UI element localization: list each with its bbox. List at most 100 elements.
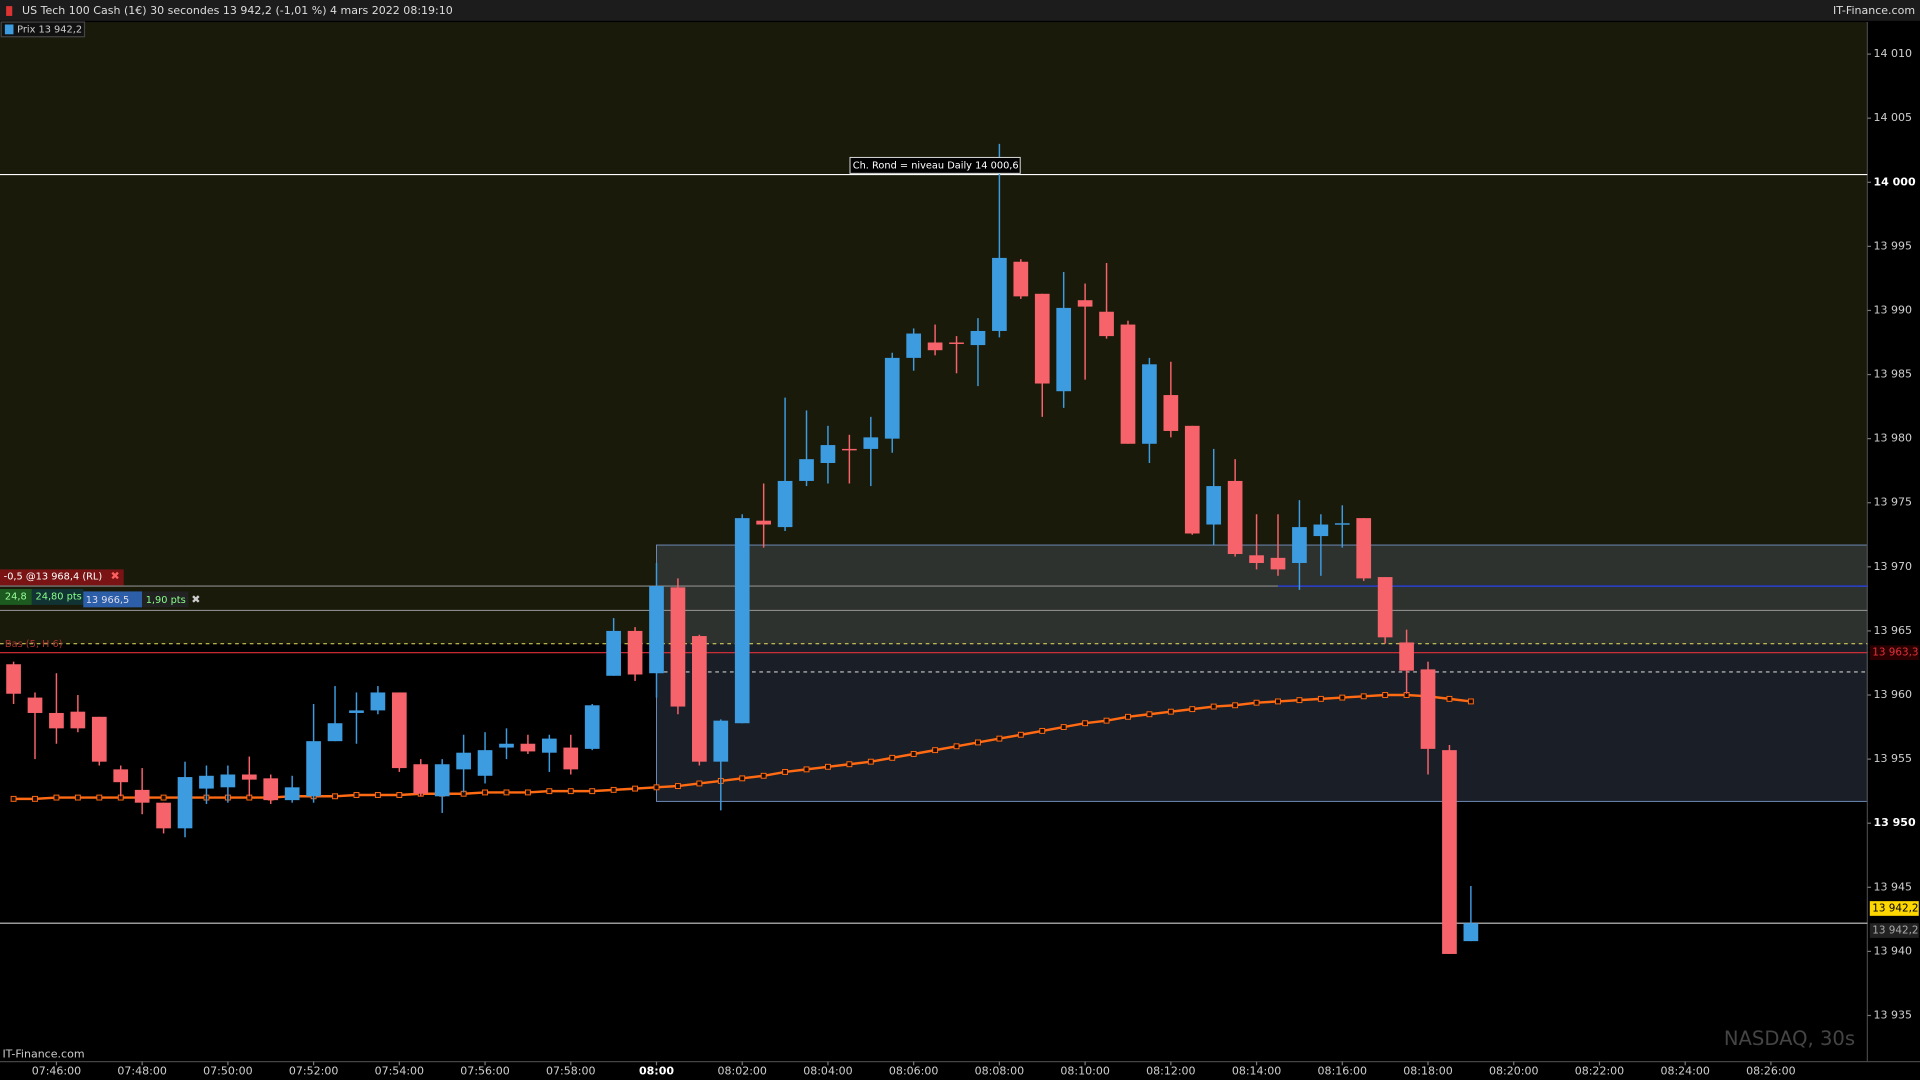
ma-point bbox=[975, 739, 981, 746]
ma-point bbox=[739, 775, 746, 782]
ma-point bbox=[1082, 720, 1089, 727]
footer: IT-Finance.com bbox=[2, 1047, 84, 1060]
ma-point bbox=[1039, 727, 1046, 734]
candle-body bbox=[349, 710, 364, 713]
candle-body bbox=[649, 586, 664, 674]
brand: IT-Finance.com bbox=[1833, 4, 1915, 17]
x-tick-label: 08:12:00 bbox=[1146, 1064, 1195, 1077]
candle-body bbox=[284, 787, 300, 801]
close-icon[interactable]: ✖ bbox=[191, 593, 200, 606]
ma-point bbox=[589, 788, 596, 795]
candle-body bbox=[1056, 307, 1072, 392]
candle-body bbox=[220, 774, 236, 788]
order-pts: 24,80 pts bbox=[36, 591, 82, 602]
candle-body bbox=[70, 711, 86, 729]
x-tick-label: 08:20:00 bbox=[1489, 1064, 1538, 1077]
candle-body bbox=[627, 630, 643, 675]
candle-body bbox=[263, 778, 279, 801]
x-tick-label: 08:24:00 bbox=[1660, 1064, 1709, 1077]
candle-body bbox=[1099, 311, 1114, 337]
ma-point bbox=[32, 795, 38, 802]
candle-body bbox=[477, 750, 493, 776]
ma-point bbox=[1060, 724, 1067, 731]
candle-body bbox=[456, 752, 471, 770]
ma-point bbox=[1103, 717, 1110, 724]
ma-point bbox=[353, 792, 360, 798]
y-tick-label: 13 960 bbox=[1873, 688, 1912, 701]
candle-body bbox=[327, 723, 343, 742]
candle-body bbox=[370, 692, 386, 711]
candle-body bbox=[756, 520, 772, 525]
close-icon[interactable]: ✖ bbox=[110, 570, 119, 583]
x-tick-label: 08:18:00 bbox=[1403, 1064, 1452, 1077]
ma-point bbox=[96, 794, 103, 801]
ma-point bbox=[374, 792, 381, 798]
x-tick-label: 08:16:00 bbox=[1318, 1064, 1367, 1077]
ma-point bbox=[10, 795, 17, 802]
candle-body bbox=[1270, 557, 1286, 570]
y-tick-label: 13 970 bbox=[1873, 560, 1912, 573]
candle-body bbox=[1206, 486, 1222, 525]
candle-body bbox=[113, 769, 129, 783]
ma-point bbox=[1360, 693, 1367, 700]
candle-body bbox=[1420, 669, 1436, 749]
y-tick-label: 14 005 bbox=[1873, 111, 1912, 124]
candle-body bbox=[27, 697, 43, 713]
candle-body bbox=[6, 664, 21, 694]
candle-body bbox=[970, 330, 986, 346]
candle-body bbox=[156, 802, 171, 829]
ma-point bbox=[1382, 692, 1389, 698]
candle-body bbox=[177, 777, 193, 829]
x-tick-label: 08:26:00 bbox=[1746, 1064, 1795, 1077]
y-tick-label: 14 010 bbox=[1873, 47, 1912, 60]
ma-point bbox=[1446, 695, 1453, 702]
ma-point bbox=[932, 747, 939, 754]
candle-body bbox=[1442, 750, 1457, 954]
y-tick-label: 13 965 bbox=[1873, 624, 1912, 637]
candle-body bbox=[1077, 300, 1093, 307]
price-label: 13 942,2 bbox=[1872, 902, 1918, 914]
candle-body bbox=[734, 518, 750, 724]
candle-body bbox=[241, 774, 257, 780]
ma-point bbox=[1232, 702, 1239, 709]
candle-body bbox=[820, 445, 836, 464]
candle-body bbox=[584, 705, 600, 749]
price-label: 13 963,3 bbox=[1872, 647, 1918, 659]
candle-body bbox=[1249, 555, 1264, 563]
ma-point bbox=[1275, 698, 1281, 705]
legend-swatch bbox=[4, 24, 14, 35]
x-tick-label: 07:46:00 bbox=[32, 1064, 81, 1077]
y-tick-label: 13 995 bbox=[1873, 239, 1912, 252]
candle-body bbox=[1292, 527, 1307, 563]
order-sell: -0,5 @13 968,4 (RL) bbox=[4, 572, 103, 583]
candle-body bbox=[927, 342, 943, 351]
ma-point bbox=[782, 768, 789, 775]
candle-body bbox=[1377, 577, 1393, 638]
ma-point bbox=[825, 763, 831, 770]
candle-body bbox=[413, 764, 429, 794]
legend-label: Prix 13 942,2 bbox=[17, 24, 82, 35]
diff-bg bbox=[142, 591, 189, 608]
candle-body bbox=[863, 437, 879, 449]
ma-point bbox=[1339, 694, 1346, 701]
candle-body bbox=[949, 342, 964, 344]
ma-point bbox=[74, 794, 81, 801]
x-tick-label: 07:50:00 bbox=[203, 1064, 252, 1077]
candle-body bbox=[434, 764, 450, 797]
price-bg bbox=[83, 591, 143, 608]
pts-bg bbox=[31, 588, 84, 605]
candle-body bbox=[1163, 395, 1179, 431]
candle-body bbox=[1313, 524, 1329, 537]
candle-body bbox=[563, 747, 579, 770]
candle-body bbox=[1399, 642, 1414, 671]
candle-body bbox=[1184, 425, 1200, 534]
title: US Tech 100 Cash (1€) 30 secondes 13 942… bbox=[22, 4, 453, 17]
ma-point bbox=[1317, 695, 1324, 702]
legend-box bbox=[0, 21, 86, 38]
price-label: 13 942,2 bbox=[1872, 925, 1918, 937]
order-low: Bas (5, H 6) bbox=[5, 639, 63, 650]
ma-point bbox=[696, 780, 703, 787]
ma-point bbox=[1210, 703, 1217, 710]
ma-point bbox=[1146, 711, 1153, 718]
